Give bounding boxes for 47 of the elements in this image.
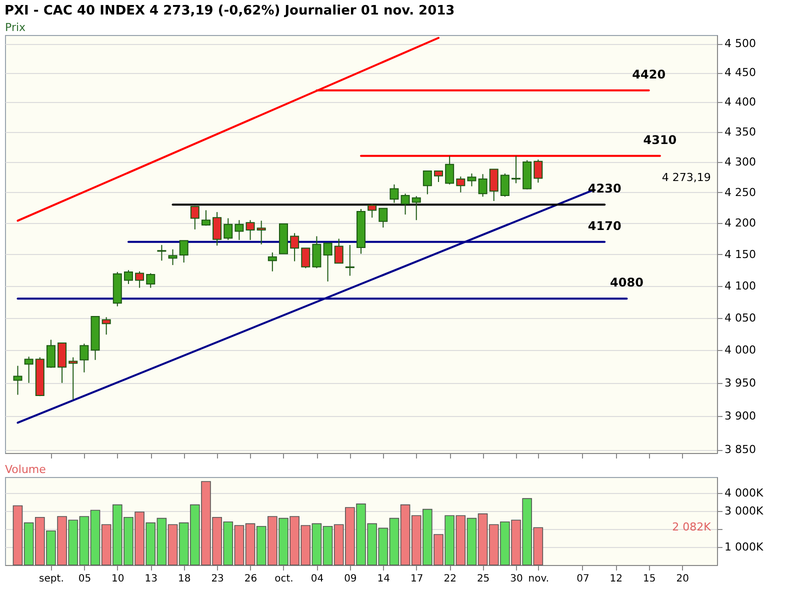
y-axis-title: Volume bbox=[5, 463, 46, 476]
y-tick-label: 3 950 bbox=[724, 376, 756, 390]
x-tick-label: 04 bbox=[310, 574, 324, 584]
x-tick-label: 17 bbox=[410, 574, 424, 584]
y-tick-label: 1 000K bbox=[724, 540, 764, 554]
x-tick-label: 22 bbox=[444, 574, 456, 584]
y-tick-label: 4 500 bbox=[724, 37, 756, 50]
y-tick-label: 4 450 bbox=[724, 66, 756, 80]
x-tick-label: 05 bbox=[78, 574, 92, 584]
x-tick-label: 12 bbox=[610, 574, 623, 584]
y-tick-label: 4 000 bbox=[724, 344, 756, 357]
annotation: 2 082K bbox=[672, 520, 712, 534]
x-tick-label: 14 bbox=[377, 574, 390, 584]
y-tick-label: 4 300 bbox=[724, 155, 756, 168]
x-tick-label: sept. bbox=[39, 574, 64, 584]
x-tick-label: 09 bbox=[344, 574, 357, 584]
series-label: 4420 bbox=[632, 67, 666, 82]
y-tick-label: 4 050 bbox=[724, 311, 756, 324]
series-label: 4310 bbox=[643, 132, 677, 147]
y-tick-label: 3 900 bbox=[724, 410, 756, 423]
x-tick-label: oct. bbox=[274, 574, 294, 584]
y-tick-label: 4 350 bbox=[724, 125, 756, 138]
x-tick-label: 15 bbox=[643, 574, 656, 584]
x-tick-label: 23 bbox=[211, 574, 224, 584]
y-tick-label: 4 150 bbox=[724, 248, 756, 261]
chart-title: PXI - CAC 40 INDEX 4 273,19 (-0,62%) Journalier 01 nov. 2013 bbox=[4, 4, 455, 18]
y-tick-label: 3 850 bbox=[724, 443, 756, 456]
x-tick-label: 25 bbox=[476, 574, 490, 584]
y-tick-label: 4 200 bbox=[724, 216, 756, 230]
x-tick-label: 13 bbox=[144, 574, 158, 584]
y-tick-label: 4 250 bbox=[724, 186, 756, 199]
x-tick-label: 20 bbox=[676, 574, 689, 584]
series-label: 4230 bbox=[588, 182, 622, 196]
series-label: 4170 bbox=[588, 218, 622, 233]
y-axis-title: Prix bbox=[5, 21, 26, 34]
x-tick-label: 07 bbox=[576, 574, 590, 584]
x-tick-label: nov. bbox=[528, 574, 550, 584]
x-tick-label: 30 bbox=[510, 574, 523, 584]
y-tick-label: 4 400 bbox=[724, 96, 756, 109]
annotation: 4 273,19 bbox=[662, 171, 711, 184]
x-tick-label: 18 bbox=[178, 574, 191, 584]
y-tick-label: 4 000K bbox=[724, 486, 764, 500]
x-tick-label: 10 bbox=[112, 574, 124, 584]
x-tick-label: 26 bbox=[244, 574, 258, 584]
y-tick-label: 4 100 bbox=[724, 279, 756, 292]
series-label: 4080 bbox=[610, 276, 644, 290]
y-tick-label: 3 000K bbox=[724, 504, 764, 518]
